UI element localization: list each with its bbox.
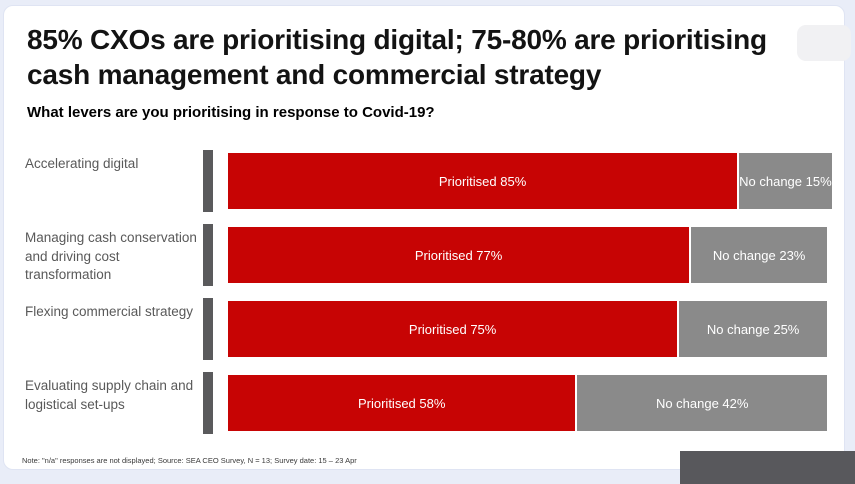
segment-label: No change 25% bbox=[706, 321, 800, 337]
category-label: Flexing commercial strategy bbox=[25, 304, 194, 319]
stacked-bar: Prioritised 58% No change 42% bbox=[228, 375, 827, 431]
page-title-line1: 85% CXOs are prioritising digital; 75-80… bbox=[27, 24, 767, 55]
no-change-segment: No change 15% bbox=[739, 153, 832, 209]
category-label: Accelerating digital bbox=[25, 156, 139, 171]
prioritised-segment: Prioritised 85% bbox=[228, 153, 738, 209]
bar-row: Managing cash conservation and driving c… bbox=[0, 224, 855, 286]
category-label: Evaluating supply chain and logistical s… bbox=[25, 378, 194, 412]
bar-row: Flexing commercial strategy Prioritised … bbox=[0, 298, 855, 360]
axis-tick-mark bbox=[203, 372, 213, 434]
watermark-block bbox=[680, 451, 855, 484]
prioritised-segment: Prioritised 75% bbox=[228, 301, 678, 357]
stacked-bar: Prioritised 75% No change 25% bbox=[228, 301, 827, 357]
category-label: Managing cash conservation and driving c… bbox=[25, 230, 197, 282]
no-change-segment: No change 25% bbox=[679, 301, 827, 357]
bar-row: Evaluating supply chain and logistical s… bbox=[0, 372, 855, 434]
page-title: 85% CXOs are prioritising digital; 75-80… bbox=[27, 22, 767, 92]
stacked-bar: Prioritised 77% No change 23% bbox=[228, 227, 827, 283]
prioritised-segment: Prioritised 58% bbox=[228, 375, 576, 431]
segment-label: Prioritised 85% bbox=[438, 173, 527, 189]
bar-row: Accelerating digital Prioritised 85% No … bbox=[0, 150, 855, 212]
segment-label: Prioritised 58% bbox=[357, 395, 446, 411]
segment-label: Prioritised 77% bbox=[414, 247, 503, 263]
prioritised-segment: Prioritised 77% bbox=[228, 227, 690, 283]
segment-label: No change 23% bbox=[712, 247, 806, 263]
segment-label: No change 42% bbox=[655, 395, 749, 411]
no-change-segment: No change 42% bbox=[577, 375, 827, 431]
page-title-line2: cash management and commercial strategy bbox=[27, 59, 602, 90]
axis-tick-mark bbox=[203, 224, 213, 286]
watermark-smudge bbox=[797, 25, 851, 61]
stacked-bar: Prioritised 85% No change 15% bbox=[228, 153, 832, 209]
axis-tick-mark bbox=[203, 150, 213, 212]
footnote: Note: "n/a" responses are not displayed;… bbox=[22, 456, 357, 465]
segment-label: Prioritised 75% bbox=[408, 321, 497, 337]
no-change-segment: No change 23% bbox=[691, 227, 827, 283]
axis-tick-mark bbox=[203, 298, 213, 360]
survey-question: What levers are you prioritising in resp… bbox=[27, 104, 435, 121]
segment-label: No change 15% bbox=[739, 173, 832, 189]
